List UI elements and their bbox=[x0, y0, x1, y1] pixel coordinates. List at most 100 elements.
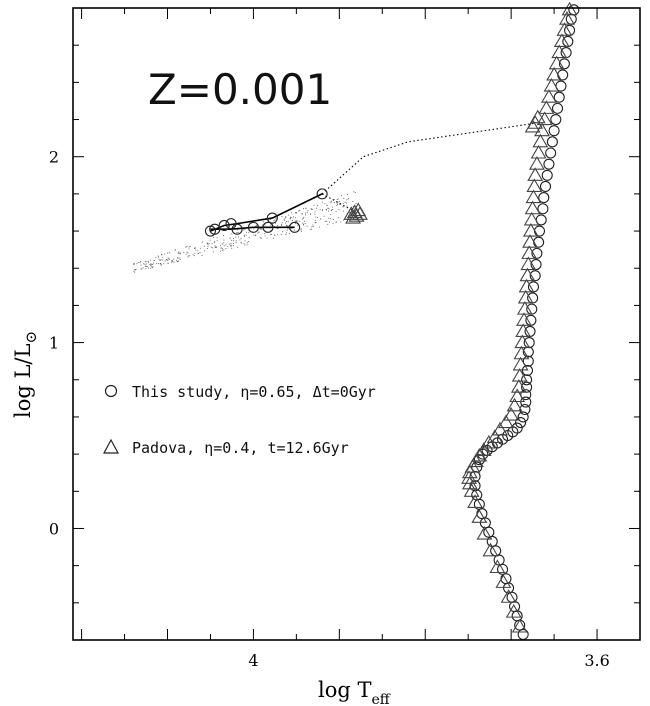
hb-speckle bbox=[335, 211, 337, 213]
hb-speckle bbox=[297, 224, 299, 226]
circle-point bbox=[557, 69, 569, 81]
triangle-point bbox=[500, 589, 517, 603]
hb-speckle bbox=[270, 218, 272, 220]
hb-speckle bbox=[209, 239, 211, 241]
hb-speckle bbox=[294, 217, 296, 219]
hb-speckle bbox=[174, 249, 176, 251]
hb-speckle bbox=[298, 220, 300, 222]
hb-speckle bbox=[197, 253, 199, 255]
hb-speckle bbox=[150, 264, 152, 266]
hb-speckle bbox=[302, 223, 304, 225]
hb-speckle bbox=[227, 245, 229, 247]
hb-speckle bbox=[167, 262, 169, 264]
hb-speckle bbox=[312, 208, 314, 210]
triangle-point bbox=[551, 44, 568, 59]
hb-speckle bbox=[344, 202, 346, 203]
triangle-point bbox=[536, 111, 553, 126]
hb-speckle bbox=[152, 262, 154, 264]
hb-speckle bbox=[276, 224, 278, 226]
hb-speckle bbox=[180, 252, 181, 254]
triangle-point bbox=[543, 77, 560, 92]
hb-speckle bbox=[177, 260, 179, 262]
hb-speckle bbox=[302, 217, 304, 219]
hb-speckle bbox=[160, 264, 162, 266]
hb-speckle bbox=[330, 202, 332, 204]
hb-speckle bbox=[286, 221, 287, 222]
triangle-point bbox=[514, 334, 531, 349]
hb-speckle bbox=[154, 259, 155, 261]
hb-speckle bbox=[232, 240, 234, 242]
hb-speckle bbox=[259, 228, 261, 230]
hb-speckle bbox=[266, 237, 268, 239]
hb-speckle bbox=[158, 258, 160, 260]
hb-speckle bbox=[329, 221, 331, 223]
hb-speckle bbox=[316, 205, 318, 206]
hb-speckle bbox=[303, 216, 305, 218]
hb-speckle bbox=[333, 202, 335, 204]
hb-speckle bbox=[230, 233, 232, 235]
circle-point bbox=[548, 125, 560, 137]
circle-point bbox=[519, 403, 531, 416]
hb-speckle bbox=[187, 252, 189, 254]
hb-speckle bbox=[314, 213, 316, 215]
hb-speckle bbox=[145, 268, 147, 270]
hb-speckle bbox=[223, 239, 225, 241]
hb-speckle bbox=[325, 208, 327, 210]
hb-speckle bbox=[259, 237, 261, 238]
plot-frame bbox=[72, 7, 641, 641]
hb-speckle bbox=[252, 234, 254, 236]
hb-speckle bbox=[336, 205, 338, 206]
circle-point bbox=[231, 223, 243, 235]
hb-speckle bbox=[221, 250, 223, 252]
hb-speckle bbox=[335, 221, 337, 223]
hb-speckle bbox=[235, 240, 237, 242]
hb-speckle bbox=[243, 243, 245, 244]
triangle-point bbox=[524, 118, 541, 133]
hb-speckle bbox=[259, 228, 261, 229]
hb-speckle bbox=[140, 268, 142, 270]
markers-layer bbox=[204, 1, 580, 640]
hb-speckle bbox=[197, 250, 199, 252]
hb-speckle bbox=[173, 261, 175, 263]
hb-speckle bbox=[230, 246, 232, 248]
hb-speckle bbox=[201, 254, 203, 256]
hb-speckle bbox=[244, 244, 246, 246]
hb-speckle bbox=[244, 235, 246, 237]
hb-speckle bbox=[315, 216, 317, 218]
triangle-point bbox=[476, 525, 493, 540]
circle-point bbox=[529, 270, 541, 282]
hb-speckle bbox=[240, 241, 242, 243]
hb-speckle bbox=[239, 239, 241, 241]
hb-speckle bbox=[189, 255, 191, 257]
hb-speckle bbox=[146, 263, 148, 265]
hb-speckle bbox=[237, 246, 239, 248]
hb-speckle bbox=[309, 229, 311, 230]
track-line bbox=[210, 226, 295, 230]
hb-speckle bbox=[186, 245, 188, 247]
triangle-point bbox=[516, 312, 532, 326]
circle-point bbox=[553, 91, 565, 103]
hb-speckle bbox=[300, 230, 302, 232]
circle-point bbox=[473, 454, 485, 466]
hb-speckle bbox=[302, 222, 304, 224]
hb-speckle bbox=[146, 266, 148, 268]
hb-speckle bbox=[312, 224, 314, 226]
hb-speckle bbox=[139, 262, 141, 264]
hb-speckle bbox=[288, 225, 290, 226]
hb-speckle bbox=[229, 237, 231, 239]
hb-speckle bbox=[332, 208, 334, 210]
circle-point bbox=[526, 303, 538, 315]
hb-speckle bbox=[274, 219, 276, 221]
circle-point bbox=[517, 411, 529, 423]
hb-speckle bbox=[216, 240, 218, 242]
ticks-layer: 4 3.6 0 1 2 bbox=[49, 8, 641, 670]
hb-speckle bbox=[337, 201, 339, 203]
hb-speckle bbox=[287, 214, 289, 216]
hb-speckle bbox=[299, 210, 301, 212]
hb-speckle bbox=[198, 252, 200, 254]
hb-speckle bbox=[289, 218, 291, 220]
hb-speckle bbox=[285, 232, 287, 234]
circle-point bbox=[247, 221, 259, 233]
hb-speckle bbox=[171, 260, 173, 262]
hb-speckle bbox=[201, 241, 203, 243]
